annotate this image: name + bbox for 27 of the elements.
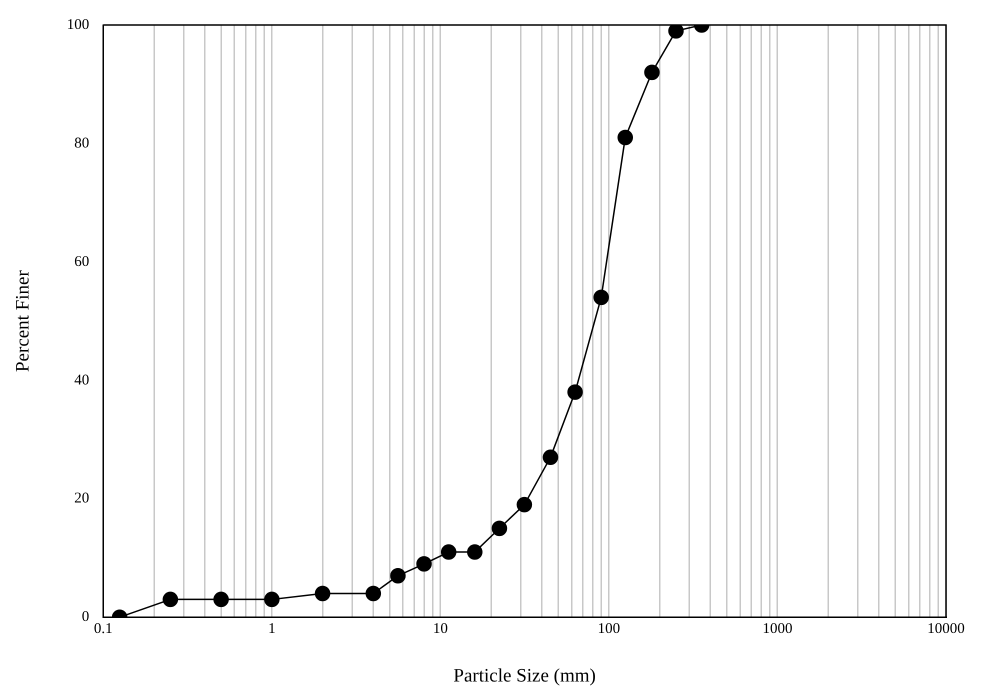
y-tick-label: 20	[74, 490, 90, 507]
x-tick-label: 10000	[927, 621, 965, 638]
x-axis-title: Particle Size (mm)	[453, 666, 596, 687]
point	[644, 64, 660, 80]
x-tick-label: 100	[598, 621, 620, 638]
y-tick-label: 80	[74, 135, 90, 152]
x-tick-label: 0.1	[94, 621, 113, 638]
y-tick-label: 60	[74, 254, 90, 270]
point	[416, 556, 432, 572]
point	[366, 586, 382, 602]
point	[440, 544, 456, 560]
y-tick-label: 40	[74, 372, 90, 388]
y-tick-label: 100	[66, 16, 90, 33]
x-tick-label: 1	[268, 621, 276, 638]
point	[542, 450, 558, 466]
point	[567, 384, 583, 400]
y-axis-title: Percent Finer	[12, 270, 34, 372]
point	[516, 496, 532, 512]
point	[390, 568, 406, 584]
y-tick-label: 0	[82, 609, 90, 626]
point	[492, 520, 508, 536]
x-tick-label: 1000	[762, 621, 792, 638]
point	[668, 25, 684, 39]
point	[593, 290, 609, 306]
point	[467, 544, 483, 560]
x-tick-label: 10	[432, 621, 448, 638]
point	[618, 130, 634, 146]
